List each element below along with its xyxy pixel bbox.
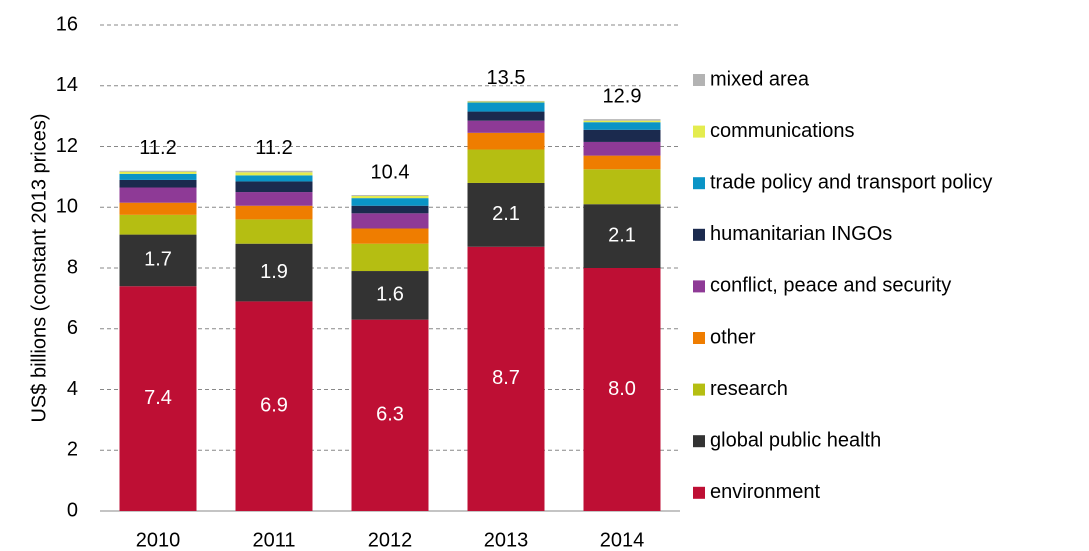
legend-swatch (693, 74, 705, 86)
legend-label: humanitarian INGOs (710, 223, 892, 245)
data-label: 2.1 (492, 203, 520, 225)
bar-segment (467, 182, 545, 247)
legend-label: conflict, peace and security (710, 275, 951, 297)
legend-swatch (693, 280, 705, 293)
data-label: 7.4 (144, 387, 172, 409)
bar-segment (119, 170, 197, 172)
bar-segment (583, 122, 661, 130)
data-label: 6.3 (376, 404, 404, 426)
y-tick-label: 0 (67, 499, 78, 521)
bar-segment (235, 243, 313, 302)
y-tick-label: 12 (56, 135, 78, 157)
legend-label: other (710, 326, 756, 348)
data-label: 8.0 (608, 378, 636, 400)
legend-swatch (693, 332, 705, 344)
legend-label: mixed area (710, 68, 810, 90)
bar-segment (583, 204, 661, 268)
total-label: 13.5 (487, 67, 526, 89)
data-label: 1.6 (376, 284, 404, 306)
legend-swatch (693, 486, 705, 499)
bar-segment (583, 119, 661, 121)
bar-segment (119, 187, 197, 203)
legend-swatch (693, 177, 705, 190)
bar-segment (235, 192, 313, 206)
bar-segment (467, 111, 545, 121)
bar-segment (351, 213, 429, 229)
legend-label: research (710, 378, 788, 400)
bar-segment (235, 172, 313, 176)
x-tick-label: 2013 (484, 529, 529, 551)
legend-swatch (693, 125, 705, 138)
data-label: 6.9 (260, 394, 288, 416)
legend-label: trade policy and transport policy (710, 171, 992, 193)
data-label: 2.1 (608, 224, 636, 246)
bar-segment (583, 268, 661, 511)
x-tick-label: 2014 (600, 529, 645, 551)
y-tick-label: 8 (67, 256, 78, 278)
bar-segment (351, 243, 429, 272)
bar-segment (351, 198, 429, 206)
bar-segment (467, 102, 545, 112)
bar-segment (235, 301, 313, 511)
legend-swatch (693, 228, 705, 241)
legend-swatch (693, 383, 705, 396)
bar-segment (235, 219, 313, 244)
bar-segment (119, 202, 197, 215)
y-tick-label: 6 (67, 317, 78, 339)
x-tick-label: 2010 (136, 529, 181, 551)
data-label: 1.7 (144, 249, 172, 271)
bar-segment (235, 205, 313, 220)
bar-segment (351, 319, 429, 511)
bar-segment (119, 173, 197, 180)
data-label: 8.7 (492, 367, 520, 389)
bar-segment (235, 181, 313, 193)
y-tick-label: 4 (67, 378, 78, 400)
bar-segment (467, 100, 545, 102)
legend-swatch (693, 435, 705, 448)
bar-segment (351, 196, 429, 199)
x-tick-label: 2011 (252, 529, 295, 551)
bar-segment (583, 129, 661, 142)
bar-segment (351, 228, 429, 244)
bar-segment (467, 132, 545, 150)
bar-segment (119, 179, 197, 188)
bar-segment (583, 141, 661, 156)
bar-segment (119, 214, 197, 235)
legend-label: global public health (710, 429, 881, 451)
y-tick-label: 2 (67, 439, 78, 461)
legend-label: communications (710, 120, 855, 142)
bar-segment (467, 246, 545, 512)
y-tick-label: 10 (56, 196, 78, 218)
bar-segment (351, 205, 429, 214)
bar-segment (467, 101, 545, 103)
legend-label: environment (710, 481, 821, 503)
total-label: 11.2 (139, 137, 176, 159)
bar-segment (467, 120, 545, 133)
y-axis-label: US$ billions (constant 2013 prices) (28, 113, 50, 422)
total-label: 12.9 (603, 85, 642, 107)
bar-segment (351, 271, 429, 320)
bar-segment (583, 120, 661, 123)
bar-segment (351, 195, 429, 197)
data-label: 1.9 (260, 261, 288, 283)
bar-segment (119, 286, 197, 511)
x-tick-label: 2012 (368, 529, 413, 551)
bar-segment (583, 155, 661, 170)
bar-segment (583, 169, 661, 205)
bar-segment (235, 170, 313, 173)
total-label: 10.4 (371, 161, 410, 183)
bar-segment (235, 175, 313, 182)
total-label: 11.2 (255, 137, 292, 159)
bar-segment (119, 171, 197, 174)
bar-segment (119, 234, 197, 287)
y-tick-label: 14 (56, 74, 78, 96)
bar-segment (467, 149, 545, 183)
y-tick-label: 16 (56, 13, 78, 35)
